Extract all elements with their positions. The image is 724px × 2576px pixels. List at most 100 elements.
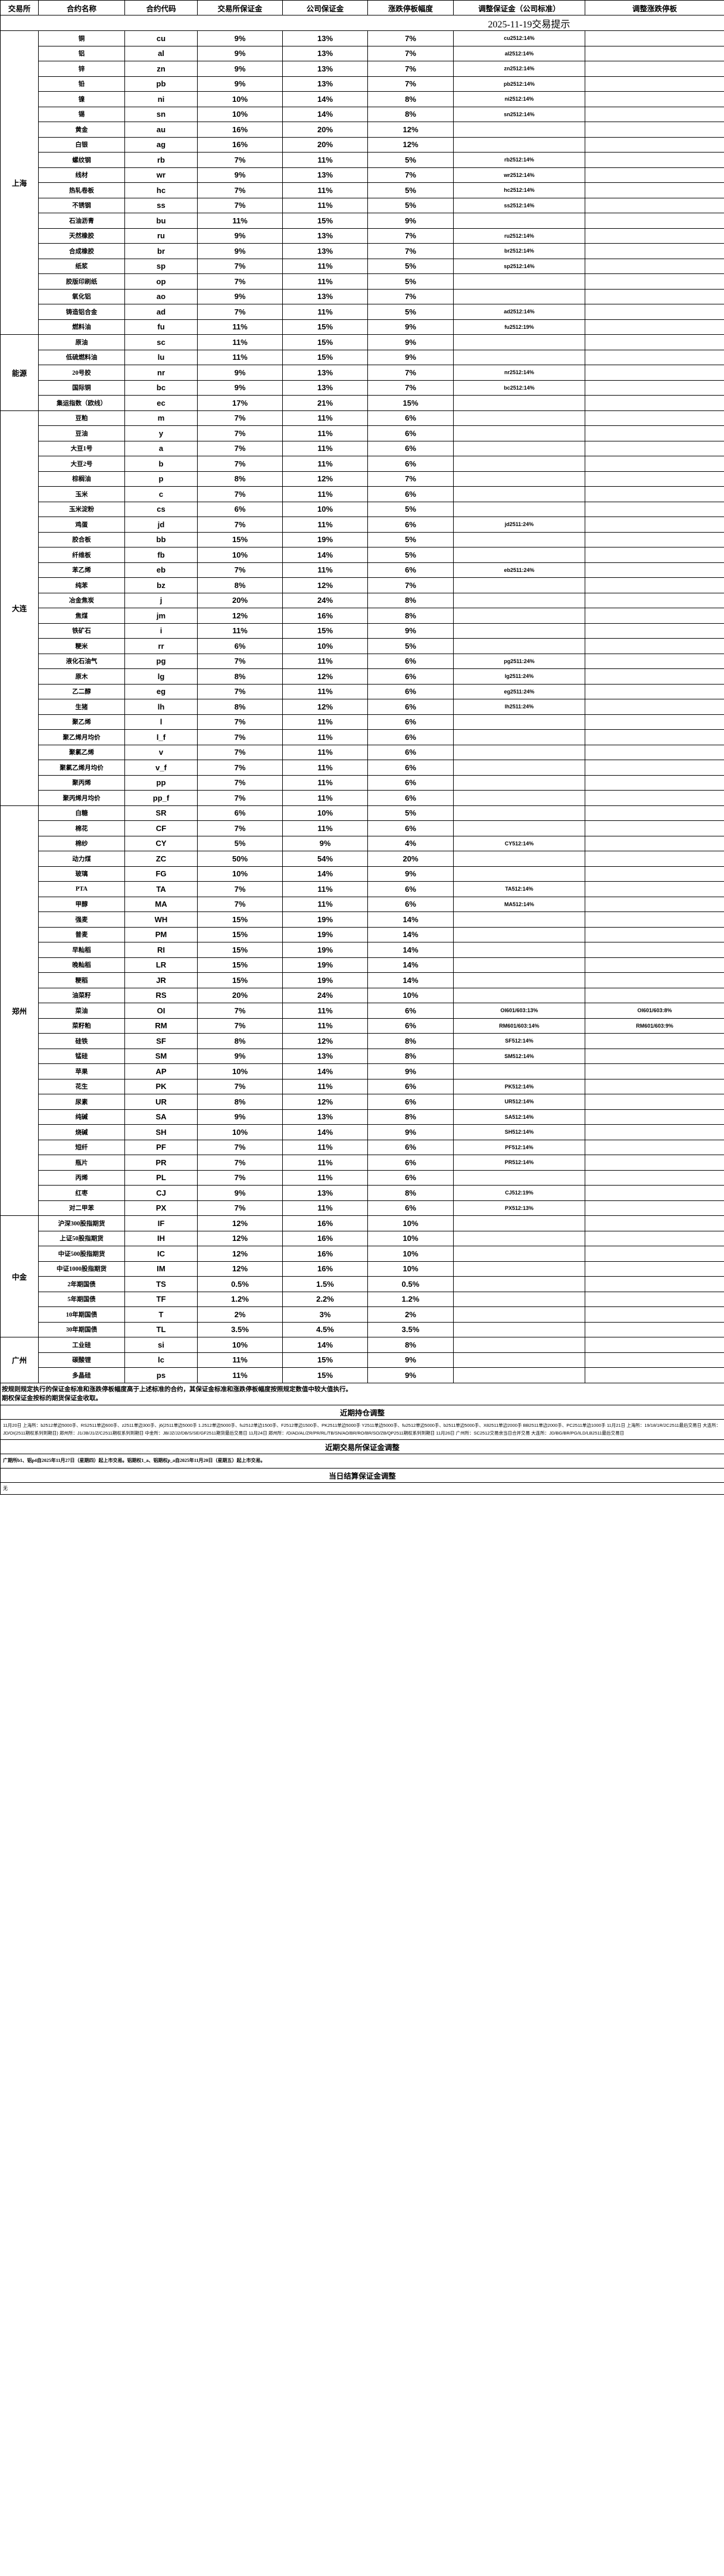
contract-code-cell: ru [124,228,198,244]
price-limit-cell: 9% [367,334,454,350]
table-row: 聚丙烯 pp 7% 11% 6% [1,774,724,791]
table-row: 郑州 白糖 SR 6% 10% 5% [0,805,724,1216]
price-limit-cell: 7% [367,365,454,381]
exchange-margin-cell: 7% [197,881,283,897]
contract-code-cell: v_f [124,760,198,776]
exchange-margin-cell: 9% [197,61,283,77]
table-row: 苯乙烯 eb 7% 11% 6% eb2511:24% [1,562,724,578]
contract-code-cell: SM [124,1048,198,1064]
contract-name-cell: 锰硅 [38,1048,125,1064]
exchange-margin-cell: 3.5% [197,1321,283,1337]
exchange-cell-中金: 中金 [0,1215,39,1337]
adjusted-limit-cell [585,820,724,836]
exchange-margin-cell: 7% [197,744,283,760]
table-row: 纯碱 SA 9% 13% 8% SA512:14% [1,1109,724,1125]
price-limit-cell: 12% [367,122,454,138]
adjusted-limit-cell [585,608,724,624]
contract-code-cell: bz [124,577,198,593]
adjusted-margin-cell: ad2512:14% [453,304,585,320]
company-margin-cell: 15% [282,1352,368,1368]
contract-code-cell: ao [124,288,198,304]
adjusted-limit-cell [585,683,724,699]
price-limit-cell: 14% [367,926,454,942]
adjusted-limit-cell [585,1321,724,1337]
section-upcoming-row: 近期交易所保证金调整 [0,1439,724,1455]
table-row: 晚籼稻 LR 15% 19% 14% [1,957,724,973]
contract-code-cell: eb [124,562,198,578]
contract-code-cell: PX [124,1200,198,1216]
section-settlement-row: 当日结算保证金调整 [0,1468,724,1483]
contract-name-cell: 5年期国债 [38,1291,125,1307]
table-row: 线材 wr 9% 13% 7% wr2512:14% [1,167,724,183]
contract-name-cell: 纸浆 [38,258,125,274]
contract-name-cell: 硅铁 [38,1033,125,1049]
contract-code-cell: fb [124,547,198,563]
exchange-margin-cell: 12% [197,1215,283,1231]
adjusted-limit-cell [585,76,724,92]
adjusted-margin-cell [453,547,585,563]
exchange-margin-cell: 10% [197,106,283,122]
adjusted-margin-cell [453,866,585,882]
contract-code-cell: PK [124,1078,198,1094]
adjusted-margin-cell: PX512:13% [453,1200,585,1216]
price-limit-cell: 6% [367,410,454,426]
price-limit-cell: 8% [367,1033,454,1049]
contract-name-cell: 螺纹钢 [38,152,125,168]
exchange-margin-cell: 16% [197,136,283,153]
adjusted-limit-cell [585,91,724,107]
company-margin-cell: 11% [282,1078,368,1094]
company-margin-cell: 14% [282,106,368,122]
exchange-margin-cell: 0.5% [197,1276,283,1292]
contract-code-cell: RS [124,987,198,1003]
company-margin-cell: 14% [282,1063,368,1079]
adjusted-margin-cell [453,972,585,988]
company-margin-cell: 13% [282,30,368,46]
table-row: 大豆1号 a 7% 11% 6% [1,440,724,456]
price-limit-cell: 9% [367,1367,454,1383]
adjusted-limit-cell [585,182,724,198]
price-limit-cell: 9% [367,866,454,882]
company-margin-cell: 19% [282,942,368,958]
contract-code-cell: pp [124,774,198,791]
exchange-margin-cell: 11% [197,319,283,335]
adjusted-margin-cell: eg2511:24% [453,683,585,699]
adjusted-limit-cell [585,653,724,669]
adjusted-limit-cell [585,425,724,441]
exchange-margin-cell: 7% [197,425,283,441]
company-margin-cell: 16% [282,1230,368,1246]
price-limit-cell: 6% [367,440,454,456]
contract-code-cell: IF [124,1215,198,1231]
exchange-margin-cell: 9% [197,1109,283,1125]
price-limit-cell: 9% [367,1063,454,1079]
contract-name-cell: 工业硅 [38,1337,125,1353]
table-row: 天然橡胶 ru 9% 13% 7% ru2512:14% [1,228,724,244]
price-limit-cell: 12% [367,136,454,153]
table-row: 强麦 WH 15% 19% 14% [1,911,724,928]
adjusted-margin-cell [453,1215,585,1231]
company-margin-cell: 11% [282,182,368,198]
contract-code-cell: ad [124,304,198,320]
exchange-margin-cell: 6% [197,501,283,517]
adjusted-margin-cell: OI601/603:13% [453,1003,585,1019]
contract-name-cell: 热轧卷板 [38,182,125,198]
adjusted-limit-cell [585,1261,724,1277]
price-limit-cell: 4% [367,835,454,851]
contract-name-cell: 纤维板 [38,547,125,563]
company-margin-cell: 13% [282,76,368,92]
adjusted-margin-cell: zn2512:14% [453,61,585,77]
company-margin-cell: 19% [282,911,368,928]
exchange-margin-cell: 8% [197,668,283,685]
adjusted-margin-cell: rb2512:14% [453,152,585,168]
contract-code-cell: ss [124,197,198,213]
price-limit-cell: 7% [367,76,454,92]
adjusted-limit-cell [585,243,724,259]
settlement-block: 无 [0,1482,724,1495]
adjusted-limit-cell [585,486,724,502]
company-margin-cell: 13% [282,243,368,259]
contract-code-cell: si [124,1337,198,1353]
table-row: 国际铜 bc 9% 13% 7% bc2512:14% [1,379,724,396]
adjusted-limit-cell [585,501,724,517]
contract-code-cell: nr [124,365,198,381]
table-row: 热轧卷板 hc 7% 11% 5% hc2512:14% [1,182,724,198]
adjusted-margin-cell: PR512:14% [453,1155,585,1171]
